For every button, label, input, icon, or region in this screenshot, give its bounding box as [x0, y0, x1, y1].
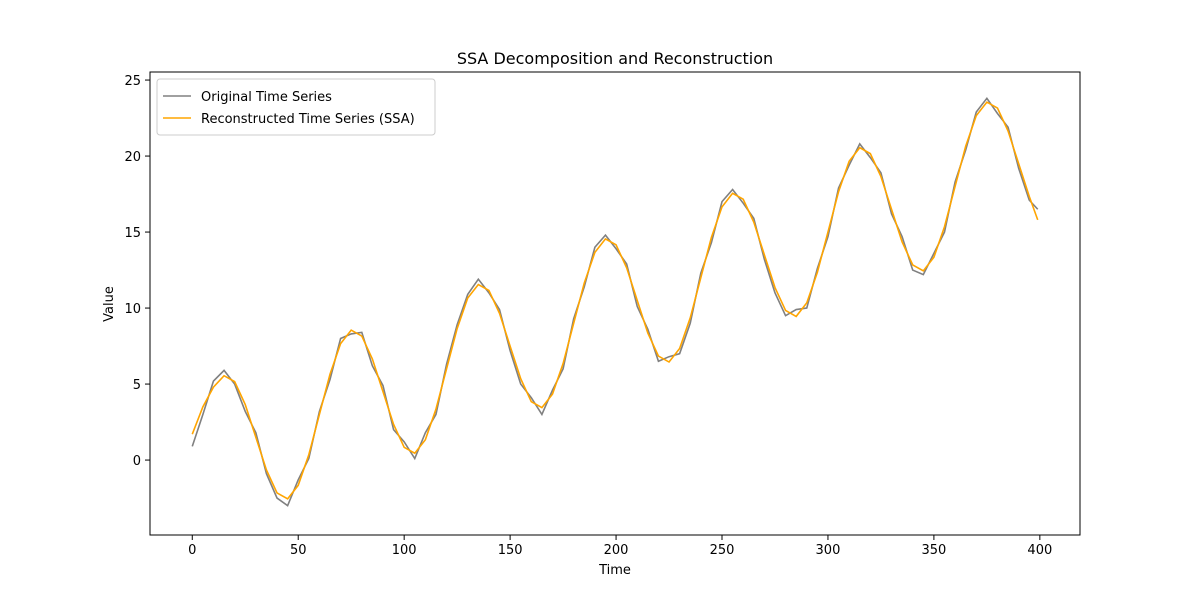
legend-box: [156, 78, 436, 136]
y-tick-label: 5: [133, 378, 141, 393]
y-tick-label: 25: [124, 74, 141, 89]
y-tick-label: 15: [124, 226, 141, 241]
x-tick-label: 350: [921, 543, 946, 558]
x-tick-label: 200: [604, 543, 629, 558]
y-tick-label: 20: [124, 150, 141, 165]
legend-label: Reconstructed Time Series (SSA): [201, 112, 415, 127]
series-line: [191, 101, 1039, 500]
x-tick-label: 400: [1027, 543, 1052, 558]
x-axis-label: Time: [598, 563, 631, 578]
y-tick-label: 0: [133, 454, 141, 469]
y-tick-label: 10: [124, 302, 141, 317]
x-tick-label: 50: [290, 543, 307, 558]
x-tick-label: 300: [816, 543, 841, 558]
y-axis-label: Value: [102, 286, 117, 322]
legend: Original Time Series Reconstructed Time S…: [156, 78, 436, 136]
x-tick-label: 250: [710, 543, 735, 558]
plot-frame: [149, 71, 1081, 536]
x-tick-label: 100: [392, 543, 417, 558]
series-line: [191, 96, 1039, 507]
legend-label: Original Time Series: [201, 90, 332, 105]
chart-title: SSA Decomposition and Reconstruction: [457, 49, 773, 68]
x-tick-label: 150: [498, 543, 523, 558]
x-tick-label: 0: [188, 543, 196, 558]
